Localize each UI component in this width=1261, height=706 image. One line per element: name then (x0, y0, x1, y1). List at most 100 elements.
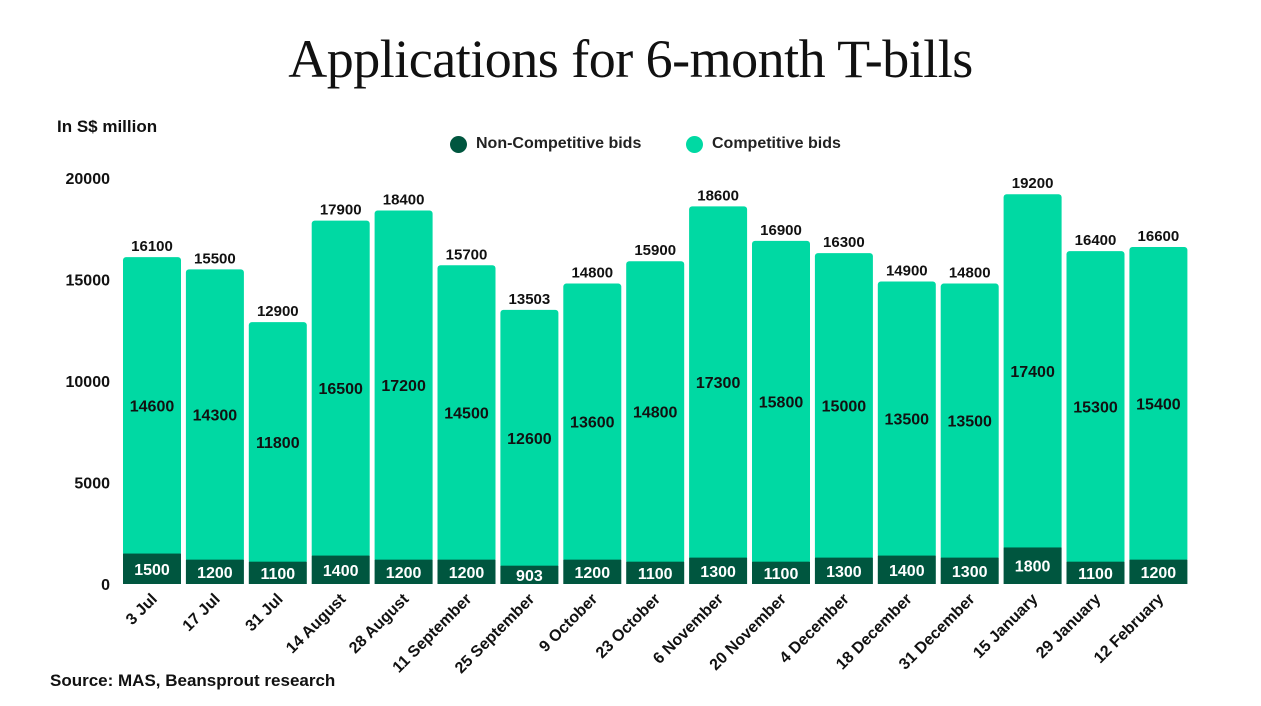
total-label: 12900 (257, 303, 299, 320)
total-label: 16400 (1075, 232, 1117, 249)
bar-competitive (185, 269, 244, 562)
y-tick-label: 20000 (66, 171, 111, 188)
total-label: 17900 (320, 202, 362, 219)
non-competitive-label: 1100 (764, 566, 799, 583)
competitive-label: 14300 (193, 407, 238, 424)
total-label: 16600 (1138, 228, 1180, 245)
bar-non-competitive (374, 559, 433, 584)
non-competitive-label: 1500 (134, 562, 170, 579)
y-tick-label: 5000 (74, 476, 110, 493)
bar-competitive (500, 309, 559, 568)
bar-competitive (374, 210, 433, 562)
bar-competitive (752, 240, 810, 564)
competitive-label: 13500 (947, 414, 992, 431)
legend-label: Non-Competitive bids (476, 135, 642, 152)
competitive-label: 15000 (822, 398, 867, 415)
total-label: 18600 (697, 187, 739, 204)
bar-competitive (1129, 247, 1188, 562)
bar-non-competitive (940, 557, 999, 584)
bar-competitive (311, 220, 370, 558)
non-competitive-label: 1400 (889, 563, 925, 580)
bar-non-competitive (437, 559, 496, 584)
competitive-label: 14500 (444, 405, 489, 422)
competitive-label: 14800 (633, 404, 678, 421)
non-competitive-label: 1200 (1141, 565, 1177, 582)
bar-non-competitive (1003, 547, 1062, 584)
bar-non-competitive (689, 557, 748, 584)
competitive-label: 16500 (318, 381, 363, 398)
competitive-label: 11800 (256, 435, 300, 452)
total-label: 19200 (1012, 175, 1054, 192)
total-label: 14800 (571, 265, 613, 282)
non-competitive-label: 1300 (826, 564, 862, 581)
total-label: 15900 (634, 242, 676, 259)
bar-non-competitive (752, 561, 810, 584)
x-tick-label: 28 August (346, 590, 413, 657)
y-axis-label: In S$ million (57, 117, 158, 136)
y-tick-label: 0 (101, 577, 110, 594)
bar-non-competitive (1129, 559, 1188, 584)
total-label: 14900 (886, 263, 928, 280)
competitive-label: 17300 (696, 375, 741, 392)
legend-item-competitive: Competitive bids (686, 135, 841, 153)
x-tick-label: 9 October (536, 591, 601, 656)
bar-non-competitive (626, 561, 685, 584)
bar-non-competitive (311, 555, 370, 584)
non-competitive-label: 1100 (638, 566, 673, 583)
y-tick-label: 10000 (66, 374, 111, 391)
bar-non-competitive (185, 559, 244, 584)
total-label: 14800 (949, 265, 991, 282)
non-competitive-label: 1100 (260, 566, 295, 583)
total-label: 15500 (194, 250, 236, 267)
bar-non-competitive (500, 565, 559, 584)
source-note: Source: MAS, Beansprout research (50, 671, 336, 690)
total-label: 16900 (760, 222, 802, 239)
bar-competitive (626, 261, 685, 564)
non-competitive-label: 1800 (1015, 559, 1051, 576)
bar-non-competitive (563, 559, 622, 584)
legend-label: Competitive bids (712, 135, 841, 152)
bar-competitive (248, 322, 307, 564)
bar-non-competitive (877, 555, 936, 584)
non-competitive-label: 903 (516, 568, 543, 585)
competitive-label: 14600 (130, 398, 175, 415)
bar-competitive (123, 257, 181, 556)
x-tick-label: 15 January (970, 591, 1041, 662)
legend-swatch-competitive (686, 135, 703, 153)
total-label: 15700 (446, 246, 488, 263)
bar-non-competitive (1066, 561, 1125, 584)
competitive-label: 15800 (759, 394, 804, 411)
non-competitive-label: 1300 (700, 564, 736, 581)
bar-non-competitive (814, 557, 873, 584)
non-competitive-label: 1300 (952, 564, 988, 581)
bar-competitive (1003, 194, 1062, 550)
legend-item-non-competitive: Non-Competitive bids (450, 135, 641, 153)
non-competitive-label: 1200 (449, 565, 485, 582)
x-tick-label: 31 Jul (243, 591, 287, 635)
competitive-label: 13500 (885, 412, 930, 429)
competitive-label: 13600 (570, 415, 615, 432)
bar-competitive (877, 281, 936, 558)
bar-competitive (689, 206, 748, 560)
chart-title: Applications for 6-month T-bills (288, 29, 973, 89)
competitive-label: 12600 (507, 431, 552, 448)
non-competitive-label: 1400 (323, 563, 359, 580)
legend-swatch-non-competitive (450, 135, 467, 153)
bar-non-competitive (248, 561, 307, 584)
bar-competitive (814, 253, 873, 560)
total-label: 18400 (383, 191, 425, 208)
non-competitive-label: 1200 (197, 565, 233, 582)
x-tick-label: 14 August (283, 590, 350, 657)
bar-competitive (437, 265, 496, 562)
bar-competitive (1066, 251, 1125, 564)
total-label: 16100 (131, 238, 173, 255)
bar-competitive (563, 283, 622, 562)
bar-non-competitive (123, 553, 181, 584)
competitive-label: 17400 (1010, 364, 1055, 381)
bar-competitive (940, 283, 999, 560)
x-tick-label: 3 Jul (123, 591, 161, 629)
total-label: 16300 (823, 234, 865, 251)
competitive-label: 15300 (1073, 399, 1118, 416)
competitive-label: 17200 (381, 378, 426, 395)
